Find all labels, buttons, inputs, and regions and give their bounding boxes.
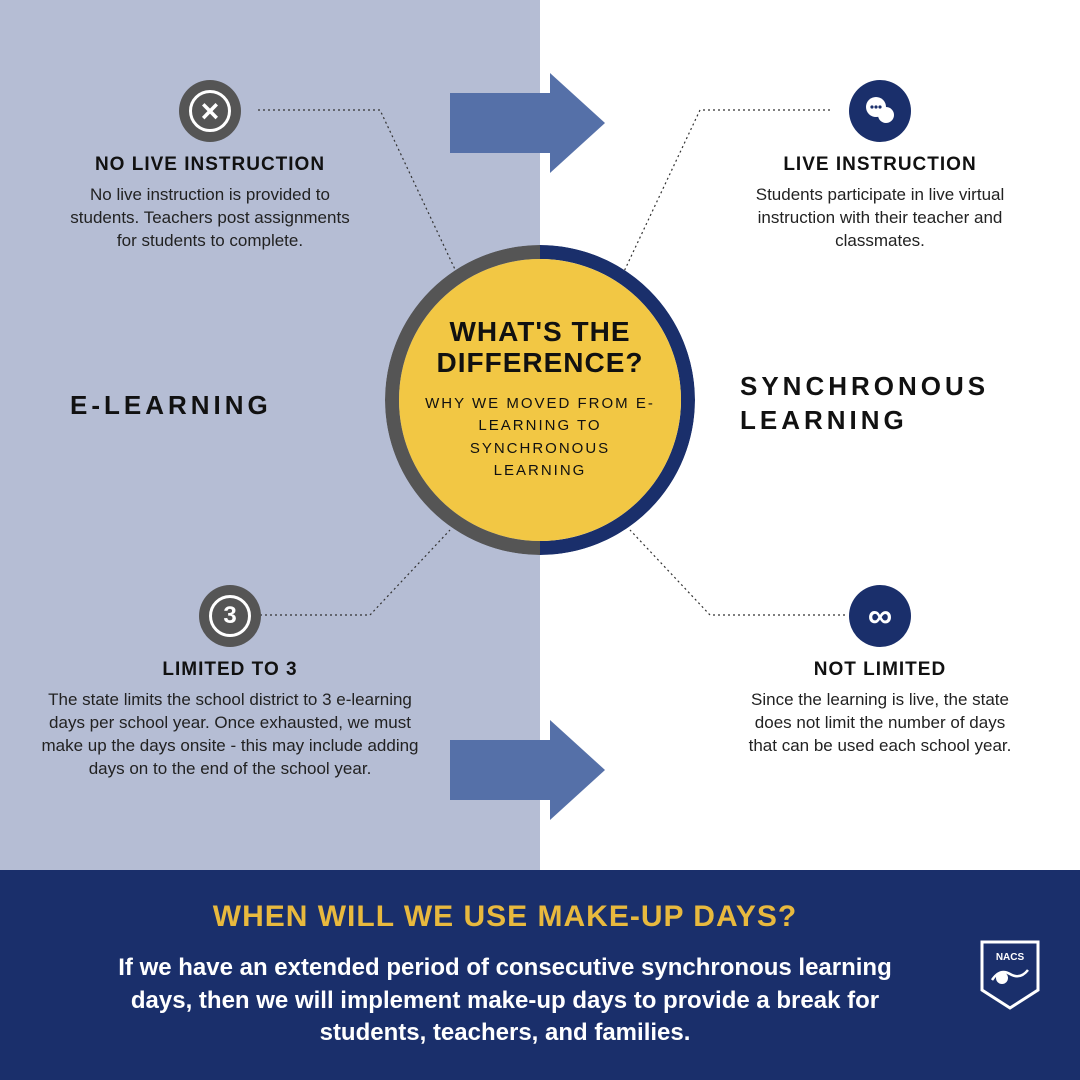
node-title: LIMITED TO 3 <box>162 659 297 681</box>
banner-body: If we have an extended period of consecu… <box>95 952 915 1049</box>
node-title: LIVE INSTRUCTION <box>783 154 976 176</box>
node-body: The state limits the school district to … <box>40 689 420 781</box>
arrow-bottom <box>450 740 550 800</box>
arrow-top-head <box>550 73 605 173</box>
node-title: NOT LIMITED <box>814 659 946 681</box>
right-category-label: SYNCHRONOUS LEARNING <box>740 370 1040 438</box>
arrow-bottom-head <box>550 720 605 820</box>
close-icon: × <box>179 80 241 142</box>
banner-title: WHEN WILL WE USE MAKE-UP DAYS? <box>213 900 797 934</box>
node-no-live-instruction: × NO LIVE INSTRUCTION No live instructio… <box>60 80 360 253</box>
center-title: WHAT'S THE DIFFERENCE? <box>423 317 657 379</box>
node-limited-to-3: 3 LIMITED TO 3 The state limits the scho… <box>40 585 420 781</box>
number-3-icon: 3 <box>199 585 261 647</box>
node-body: Since the learning is live, the state do… <box>740 689 1020 758</box>
nacs-logo: NACS <box>980 940 1040 1010</box>
chat-icon <box>849 80 911 142</box>
node-live-instruction: LIVE INSTRUCTION Students participate in… <box>740 80 1020 253</box>
arrow-top <box>450 93 550 153</box>
center-content: WHAT'S THE DIFFERENCE? WHY WE MOVED FROM… <box>399 259 681 541</box>
bottom-banner: WHEN WILL WE USE MAKE-UP DAYS? If we hav… <box>0 870 1080 1080</box>
node-title: NO LIVE INSTRUCTION <box>95 154 325 176</box>
svg-text:NACS: NACS <box>996 952 1025 963</box>
infinity-icon: ∞ <box>849 585 911 647</box>
node-body: Students participate in live virtual ins… <box>740 184 1020 253</box>
node-not-limited: ∞ NOT LIMITED Since the learning is live… <box>740 585 1020 758</box>
center-subtitle: WHY WE MOVED FROM E-LEARNING TO SYNCHRON… <box>423 393 657 483</box>
center-circle: WHAT'S THE DIFFERENCE? WHY WE MOVED FROM… <box>385 245 695 555</box>
left-category-label: E-LEARNING <box>70 390 272 421</box>
node-body: No live instruction is provided to stude… <box>60 184 360 253</box>
